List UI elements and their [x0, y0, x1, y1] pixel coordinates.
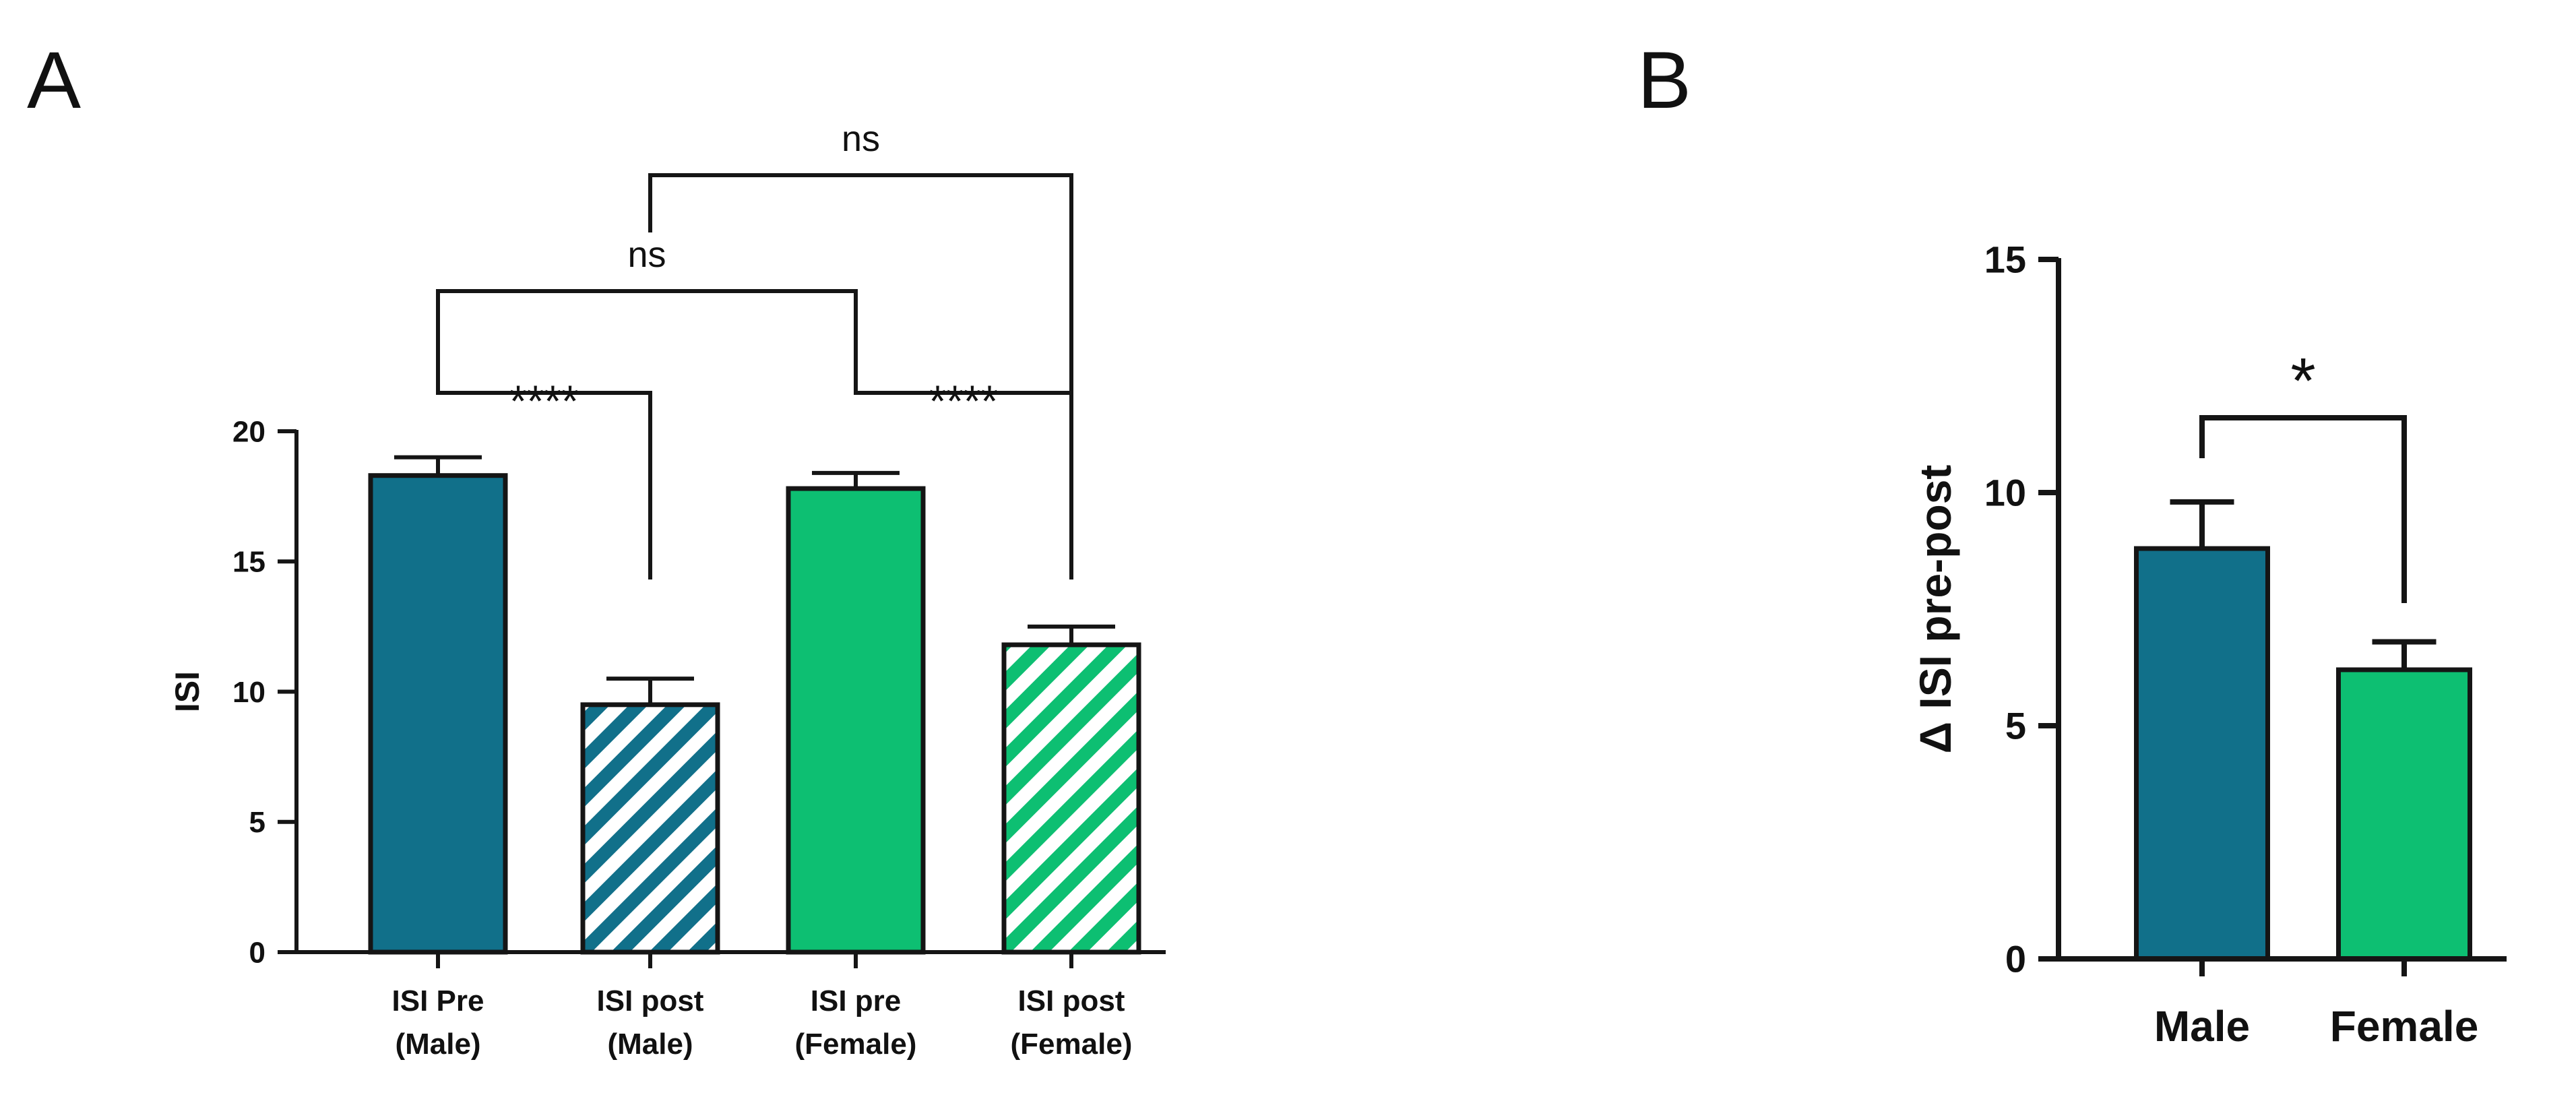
x-tick-label: (Female): [1011, 1028, 1133, 1061]
x-tick-label: ISI post: [597, 984, 704, 1017]
bar: [2134, 546, 2270, 962]
significance-label: ****: [929, 376, 999, 426]
x-tick-label: (Male): [607, 1028, 693, 1061]
x-tick-label: ISI pre: [811, 984, 902, 1017]
x-tick-label: (Female): [795, 1028, 917, 1061]
x-tick-label: (Male): [395, 1028, 480, 1061]
panel-b-chart: 0 5 10 15 Male Female Δ ISI pre-post *: [1910, 239, 2507, 1051]
y-tick-label: 10: [232, 676, 265, 709]
significance-label: ns: [627, 234, 666, 275]
y-axis-title: ISI: [168, 671, 206, 712]
y-axis-title: Δ ISI pre-post: [1910, 465, 1960, 754]
bar: [786, 486, 926, 955]
significance-bracket: [436, 289, 858, 367]
significance-label: *: [2290, 345, 2315, 417]
panel-label-b: B: [1637, 35, 1691, 125]
significance-bracket: [436, 367, 652, 579]
bar: [1001, 642, 1141, 955]
panel-label-a: A: [27, 35, 81, 125]
y-tick-label: 15: [1984, 239, 2026, 281]
x-tick-label: ISI post: [1018, 984, 1125, 1017]
significance-bracket: [2199, 415, 2407, 603]
y-tick-label: 20: [232, 415, 265, 448]
y-tick-label: 0: [249, 936, 265, 969]
significance-label: ****: [509, 376, 579, 426]
y-tick-label: 10: [1984, 472, 2026, 514]
y-tick-label: 5: [249, 806, 265, 839]
bar: [2336, 667, 2472, 962]
significance-label: ns: [842, 119, 880, 159]
panel-a-chart: 0 5 10 15 20 ISI Pre (Male) ISI post (Male) ISI p…: [168, 119, 1166, 1061]
bar: [368, 473, 508, 955]
y-tick-label: 15: [232, 546, 265, 579]
y-tick-label: 5: [2005, 705, 2026, 747]
x-tick-label: Female: [2330, 1002, 2479, 1051]
bar: [580, 702, 720, 955]
y-tick-label: 0: [2005, 938, 2026, 980]
x-tick-label: ISI Pre: [392, 984, 484, 1017]
significance-bracket: [648, 173, 1073, 579]
x-tick-label: Male: [2154, 1002, 2250, 1051]
